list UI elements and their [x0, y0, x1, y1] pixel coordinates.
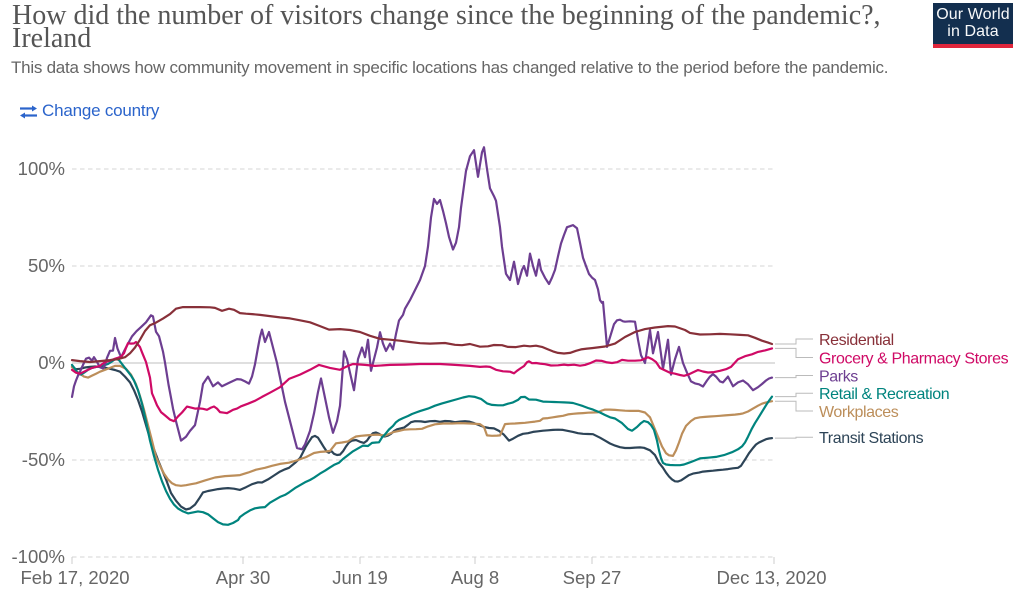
svg-text:Jun 19: Jun 19 [332, 567, 388, 588]
svg-text:100%: 100% [18, 158, 65, 179]
svg-text:Dec 13, 2020: Dec 13, 2020 [716, 567, 826, 588]
svg-text:Aug 8: Aug 8 [451, 567, 499, 588]
svg-text:Grocery & Pharmacy Stores: Grocery & Pharmacy Stores [819, 350, 1009, 367]
svg-text:Retail & Recreation: Retail & Recreation [819, 386, 949, 403]
svg-text:Sep 27: Sep 27 [563, 567, 622, 588]
svg-text:Workplaces: Workplaces [819, 404, 899, 421]
svg-text:50%: 50% [28, 255, 65, 276]
svg-text:Transit Stations: Transit Stations [819, 430, 924, 447]
svg-text:Residential: Residential [819, 332, 894, 349]
svg-text:Feb 17, 2020: Feb 17, 2020 [20, 567, 129, 588]
svg-text:-100%: -100% [12, 546, 65, 567]
svg-text:-50%: -50% [22, 449, 65, 470]
svg-text:Apr 30: Apr 30 [216, 567, 271, 588]
svg-text:0%: 0% [38, 352, 65, 373]
svg-text:Parks: Parks [819, 368, 858, 385]
